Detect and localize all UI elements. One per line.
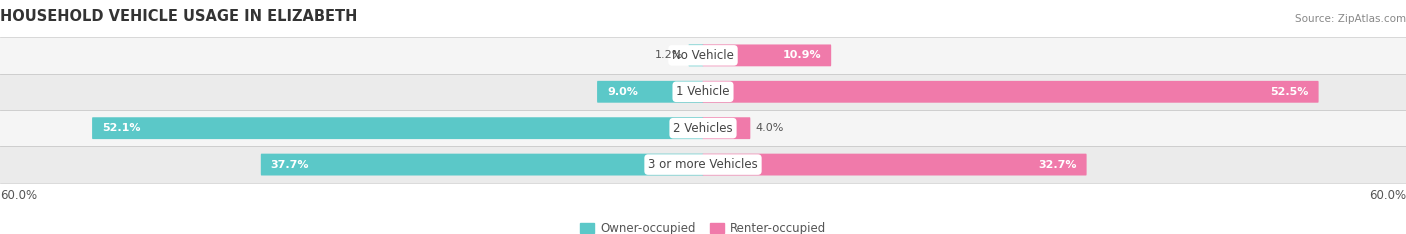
FancyBboxPatch shape	[703, 81, 1319, 103]
Text: 2 Vehicles: 2 Vehicles	[673, 122, 733, 135]
Text: 4.0%: 4.0%	[756, 123, 785, 133]
Text: 10.9%: 10.9%	[783, 50, 821, 60]
FancyBboxPatch shape	[262, 154, 703, 176]
Text: 37.7%: 37.7%	[270, 160, 309, 170]
Text: 9.0%: 9.0%	[607, 87, 638, 97]
Bar	[0, 73, 1406, 110]
FancyBboxPatch shape	[598, 81, 703, 103]
FancyBboxPatch shape	[91, 117, 703, 139]
Text: 1 Vehicle: 1 Vehicle	[676, 85, 730, 98]
Bar	[0, 37, 1406, 73]
Text: HOUSEHOLD VEHICLE USAGE IN ELIZABETH: HOUSEHOLD VEHICLE USAGE IN ELIZABETH	[0, 9, 357, 24]
FancyBboxPatch shape	[703, 154, 1087, 176]
Text: No Vehicle: No Vehicle	[672, 49, 734, 62]
Text: 32.7%: 32.7%	[1038, 160, 1077, 170]
Text: 52.5%: 52.5%	[1271, 87, 1309, 97]
Text: 3 or more Vehicles: 3 or more Vehicles	[648, 158, 758, 171]
FancyBboxPatch shape	[689, 44, 703, 66]
FancyBboxPatch shape	[703, 44, 831, 66]
Text: Source: ZipAtlas.com: Source: ZipAtlas.com	[1295, 15, 1406, 24]
Text: 60.0%: 60.0%	[0, 189, 37, 202]
Legend: Owner-occupied, Renter-occupied: Owner-occupied, Renter-occupied	[575, 217, 831, 234]
Bar	[0, 146, 1406, 183]
FancyBboxPatch shape	[703, 117, 751, 139]
Text: 52.1%: 52.1%	[101, 123, 141, 133]
Text: 60.0%: 60.0%	[1369, 189, 1406, 202]
Bar	[0, 110, 1406, 146]
Text: 1.2%: 1.2%	[655, 50, 683, 60]
